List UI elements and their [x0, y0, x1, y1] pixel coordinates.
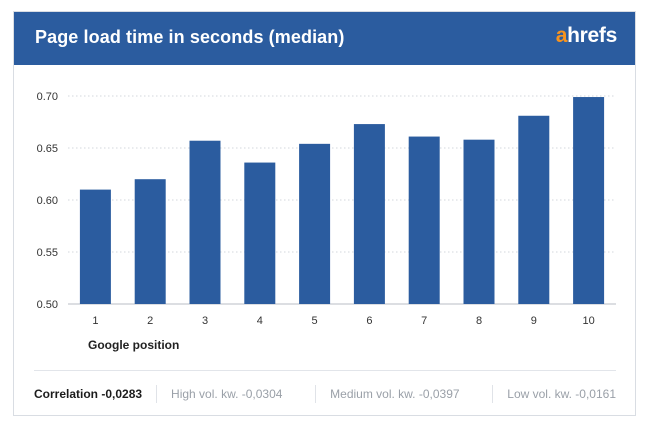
- bar-position-1: [79, 189, 111, 304]
- x-tick-label: 5: [312, 315, 318, 327]
- footer-divider: [34, 370, 616, 371]
- x-tick-label: 1: [92, 315, 98, 327]
- ahrefs-logo: ahrefs: [555, 24, 618, 48]
- logo-accent: a: [555, 24, 568, 47]
- correlation-value: Correlation -0,0283: [34, 387, 143, 401]
- footer-separator: [156, 385, 158, 403]
- y-tick-label: 0.60: [37, 195, 58, 207]
- high-volume-correlation: High vol. kw. -0,0304: [171, 387, 283, 401]
- bar-position-5: [299, 143, 331, 304]
- x-axis-label: Google position: [88, 338, 180, 352]
- footer-separator: [315, 385, 317, 403]
- y-tick-label: 0.50: [37, 299, 58, 311]
- x-tick-label: 10: [582, 315, 594, 327]
- x-tick-label: 7: [421, 315, 427, 327]
- x-tick-label: 4: [257, 315, 263, 327]
- correlation-footer: Correlation -0,0283 High vol. kw. -0,030…: [34, 382, 616, 406]
- bar-position-3: [189, 140, 221, 304]
- bar-position-10: [573, 97, 605, 304]
- y-tick-label: 0.70: [37, 91, 58, 103]
- x-tick-label: 6: [366, 315, 372, 327]
- bar-position-8: [463, 139, 495, 304]
- logo-text: hrefs: [567, 24, 617, 47]
- low-volume-correlation: Low vol. kw. -0,0161: [507, 387, 616, 401]
- medium-volume-correlation: Medium vol. kw. -0,0397: [330, 387, 460, 401]
- chart-title: Page load time in seconds (median): [35, 27, 345, 47]
- x-tick-label: 3: [202, 315, 208, 327]
- x-tick-label: 2: [147, 315, 153, 327]
- chart-header: Page load time in seconds (median) ahref…: [14, 12, 635, 65]
- bar-position-9: [518, 115, 550, 304]
- bar-position-2: [134, 179, 166, 304]
- x-tick-label: 9: [531, 315, 537, 327]
- chart-card: Page load time in seconds (median) ahref…: [13, 11, 636, 416]
- x-tick-label: 8: [476, 315, 482, 327]
- y-tick-label: 0.65: [37, 143, 58, 155]
- y-tick-label: 0.55: [37, 247, 58, 259]
- footer-separator: [492, 385, 494, 403]
- bar-position-7: [408, 136, 440, 304]
- bar-position-6: [353, 124, 385, 304]
- bar-chart: 0.50 0.55 0.60 0.65 0.70 1 2 3 4 5 6 7 8 9 10: [37, 91, 616, 327]
- bar-position-4: [244, 162, 276, 304]
